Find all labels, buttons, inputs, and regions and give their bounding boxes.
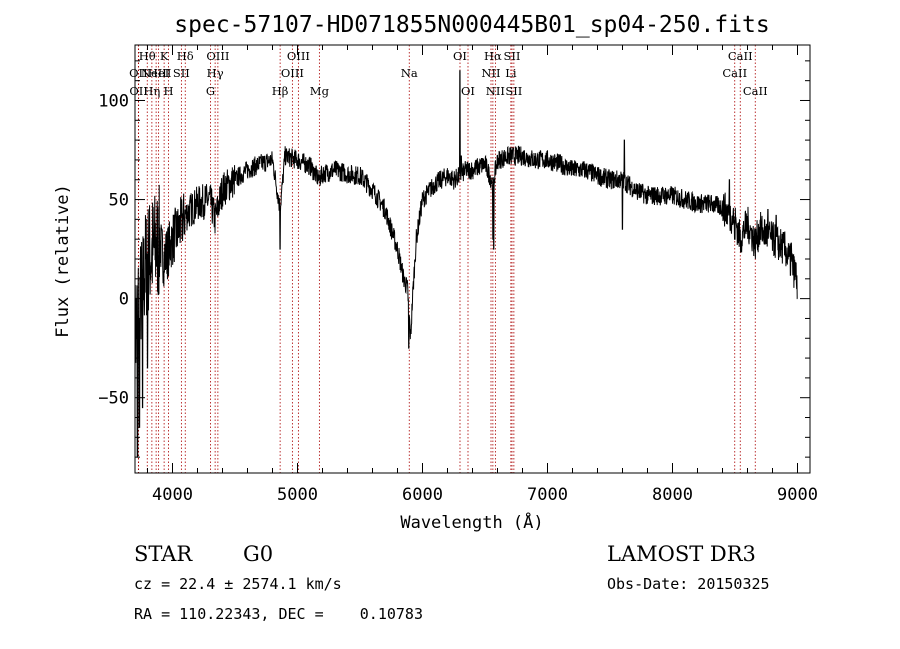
x-tick-label: 9000 [777,485,818,505]
x-tick-label: 6000 [402,485,443,505]
x-tick-label: 7000 [527,485,568,505]
line-label: Hη [143,84,160,98]
line-label: Hα [484,49,502,63]
line-label: G [206,84,215,98]
spectrum-trace [134,70,798,458]
line-label: OIII [287,49,310,63]
y-tick-label: −50 [98,389,129,409]
chart-title: spec-57107-HD071855N000445B01_sp04-250.f… [174,12,769,38]
line-markers [137,45,756,473]
observation-date: Obs-Date: 20150325 [607,575,770,593]
survey-name: LAMOST DR3 [607,542,756,566]
line-label: Hδ [177,49,194,63]
spectrum-line [134,70,798,458]
line-label: Mg [310,84,330,98]
y-tick-label: 0 [119,290,129,310]
subclass: G0 [243,542,273,566]
line-label: K [160,49,169,63]
x-tick-label: 8000 [652,485,693,505]
line-labels: OIIOIIHθHηNeIIIHeIKHSIIHδGHγOIIIHβOIIIOI… [129,49,768,98]
y-axis-label: Flux (relative) [53,184,73,338]
line-label: SII [173,66,190,80]
x-tick-label: 4000 [152,485,193,505]
y-tick-label: 50 [109,191,129,211]
line-label: OIII [281,66,304,80]
line-label: SII [505,84,522,98]
line-label: OI [453,49,467,63]
line-label: OII [129,66,148,80]
plot-frame [134,44,811,474]
y-tick-label: 100 [98,91,129,111]
x-axis-label: Wavelength (Å) [400,511,543,533]
line-label: CaII [728,49,753,63]
line-label: CaII [743,84,768,98]
object-class: STAR [134,542,193,566]
line-label: Hθ [139,49,156,63]
line-label: SII [504,49,521,63]
line-label: Hγ [207,66,224,80]
x-axis-ticks: 4000 5000 6000 7000 8000 9000 [147,45,818,505]
redshift-velocity: cz = 22.4 ± 2574.1 km/s [134,575,342,593]
y-axis-ticks: −50 0 50 100 [98,60,810,458]
line-label: Na [401,66,418,80]
line-label: OII [129,84,148,98]
x-tick-label: 5000 [277,485,318,505]
line-label: Li [505,66,517,80]
line-label: NII [481,66,500,80]
line-label: HeI [148,66,169,80]
line-label: NeIII [141,66,172,80]
line-label: CaII [722,66,747,80]
line-label: OI [461,84,475,98]
line-label: H [163,84,173,98]
line-label: Hβ [272,84,289,98]
coordinates: RA = 110.22343, DEC = 0.10783 [134,605,423,623]
line-label: OIII [206,49,229,63]
line-label: NII [486,84,505,98]
